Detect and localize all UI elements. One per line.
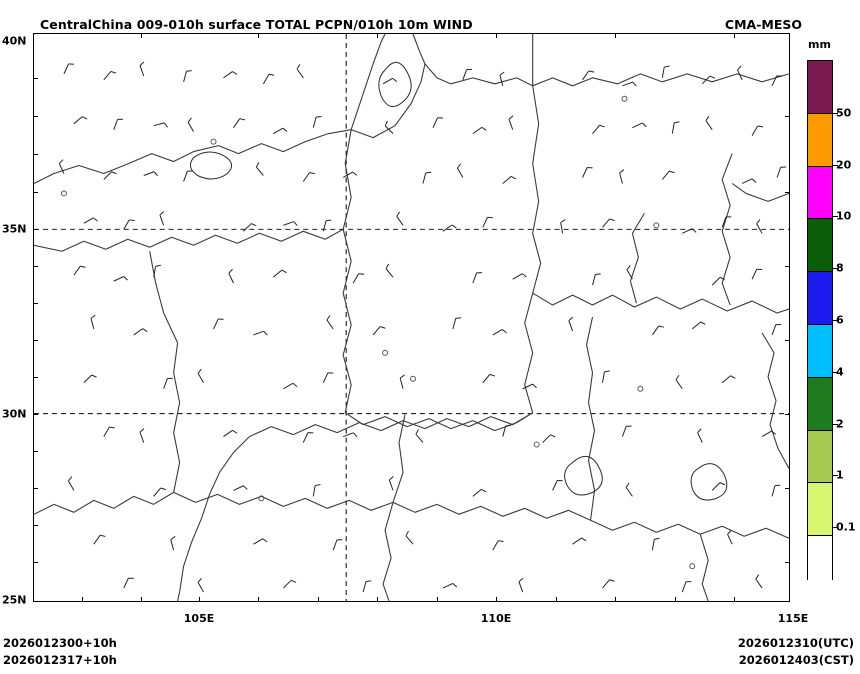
footer-init-utc: 2026012300+10h: [3, 636, 117, 650]
graticule: [34, 34, 789, 601]
colorbar-band: [808, 431, 832, 484]
colorbar-band: [808, 61, 832, 114]
station-dots: [61, 96, 694, 568]
map-canvas[interactable]: [33, 33, 790, 602]
colorbar-tick-label: 2: [836, 417, 844, 430]
colorbar-tick-label: 20: [836, 158, 851, 171]
colorbar-tick-label: 4: [836, 365, 844, 378]
colorbar-band: [808, 536, 832, 588]
colorbar-tick-label: 10: [836, 210, 851, 223]
colorbar-tick-label: 8: [836, 262, 844, 275]
colorbar-band: [808, 219, 832, 272]
footer-valid-cst: 2026012403(CST): [739, 653, 854, 667]
colorbar-unit-label: mm: [808, 38, 831, 51]
x-axis-label-115e: 115E: [778, 612, 808, 625]
province-boundaries: [34, 34, 789, 601]
precipitation-colorbar[interactable]: [807, 60, 833, 580]
colorbar-tick-label: 0.1: [836, 521, 856, 534]
colorbar-band: [808, 378, 832, 431]
colorbar-band: [808, 272, 832, 325]
colorbar-band: [808, 114, 832, 167]
model-label: CMA-MESO: [725, 17, 802, 32]
colorbar-band: [808, 167, 832, 220]
footer-init-cst: 2026012317+10h: [3, 653, 117, 667]
y-axis-label-40n: 40N: [2, 35, 27, 48]
map-graphics: [34, 34, 789, 601]
footer-valid-utc: 2026012310(UTC): [738, 636, 854, 650]
weather-map-page: CentralChina 009-010h surface TOTAL PCPN…: [0, 0, 860, 674]
x-axis-label-110e: 110E: [481, 612, 511, 625]
y-axis-label-30n: 30N: [2, 408, 27, 421]
colorbar-tick-label: 1: [836, 469, 844, 482]
lake-features: [190, 62, 726, 500]
x-axis-label-105e: 105E: [184, 612, 214, 625]
y-axis-label-35n: 35N: [2, 223, 27, 236]
colorbar-band: [808, 483, 832, 536]
page-title: CentralChina 009-010h surface TOTAL PCPN…: [40, 17, 473, 32]
colorbar-band: [808, 325, 832, 378]
colorbar-tick-label: 6: [836, 314, 844, 327]
colorbar-tick-label: 50: [836, 106, 851, 119]
wind-barbs: [58, 62, 786, 594]
y-axis-label-25n: 25N: [2, 594, 27, 607]
